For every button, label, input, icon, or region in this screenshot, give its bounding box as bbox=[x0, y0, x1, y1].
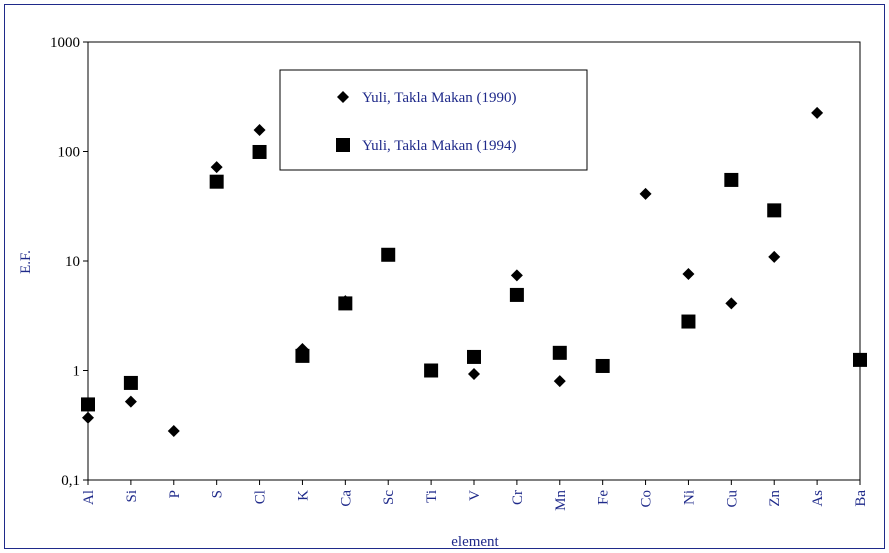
diamond-marker bbox=[811, 106, 824, 119]
diamond-marker bbox=[253, 124, 266, 137]
y-tick-label: 10 bbox=[65, 254, 80, 270]
x-tick-label: Ni bbox=[681, 490, 697, 505]
square-marker bbox=[767, 203, 782, 218]
x-tick-label: Fe bbox=[596, 490, 612, 505]
y-tick-label: 0,1 bbox=[61, 473, 80, 489]
legend bbox=[279, 69, 588, 171]
square-marker bbox=[552, 345, 567, 360]
x-tick-label: Si bbox=[124, 490, 140, 503]
diamond-marker bbox=[210, 161, 223, 174]
y-tick-label: 1 bbox=[73, 364, 81, 380]
diamond-marker bbox=[768, 250, 781, 263]
x-tick-label: Ca bbox=[338, 490, 354, 507]
x-tick-label: S bbox=[210, 490, 226, 498]
x-tick-label: P bbox=[167, 490, 183, 498]
square-marker bbox=[681, 314, 696, 329]
diamond-marker bbox=[82, 411, 94, 424]
y-tick-label: 1000 bbox=[50, 35, 80, 51]
x-tick-label: Co bbox=[639, 490, 655, 508]
diamond-marker bbox=[510, 269, 523, 282]
square-marker bbox=[509, 287, 524, 302]
x-tick-label: Al bbox=[81, 490, 97, 505]
x-tick-label: Cu bbox=[724, 490, 740, 508]
diamond-marker bbox=[167, 425, 180, 438]
square-marker bbox=[853, 352, 867, 367]
x-tick-label: Cr bbox=[510, 490, 526, 505]
diamond-marker bbox=[337, 91, 349, 103]
square-marker bbox=[724, 172, 739, 187]
x-tick-label: Mn bbox=[553, 490, 569, 511]
y-axis-title: E.F. bbox=[18, 250, 34, 274]
legend-label: Yuli, Takla Makan (1994) bbox=[362, 138, 516, 154]
y-tick-label: 100 bbox=[58, 145, 81, 161]
square-marker bbox=[209, 174, 224, 189]
x-tick-label: Ba bbox=[853, 490, 869, 507]
x-tick-label: Cl bbox=[253, 490, 269, 504]
square-marker bbox=[595, 358, 610, 373]
x-tick-label: K bbox=[295, 490, 311, 501]
x-tick-label: V bbox=[467, 490, 483, 501]
diamond-marker bbox=[468, 367, 480, 380]
square-marker bbox=[338, 296, 353, 311]
x-tick-label: As bbox=[810, 490, 826, 507]
diamond-marker bbox=[682, 268, 695, 281]
x-tick-label: Sc bbox=[381, 490, 397, 505]
diamond-marker bbox=[639, 187, 652, 200]
x-tick-label: Ti bbox=[424, 490, 440, 503]
square-marker bbox=[381, 247, 396, 262]
diamond-marker bbox=[124, 395, 137, 408]
square-marker bbox=[336, 138, 350, 152]
square-marker bbox=[467, 349, 481, 364]
diamond-marker bbox=[725, 297, 738, 310]
square-marker bbox=[252, 144, 267, 159]
square-marker bbox=[295, 348, 310, 363]
x-tick-label: Zn bbox=[767, 490, 783, 507]
square-marker bbox=[81, 397, 95, 412]
legend-label: Yuli, Takla Makan (1990) bbox=[362, 90, 516, 106]
square-marker bbox=[424, 363, 439, 378]
diamond-marker bbox=[553, 375, 566, 388]
x-axis-title: element bbox=[451, 534, 499, 550]
square-marker bbox=[123, 375, 138, 390]
